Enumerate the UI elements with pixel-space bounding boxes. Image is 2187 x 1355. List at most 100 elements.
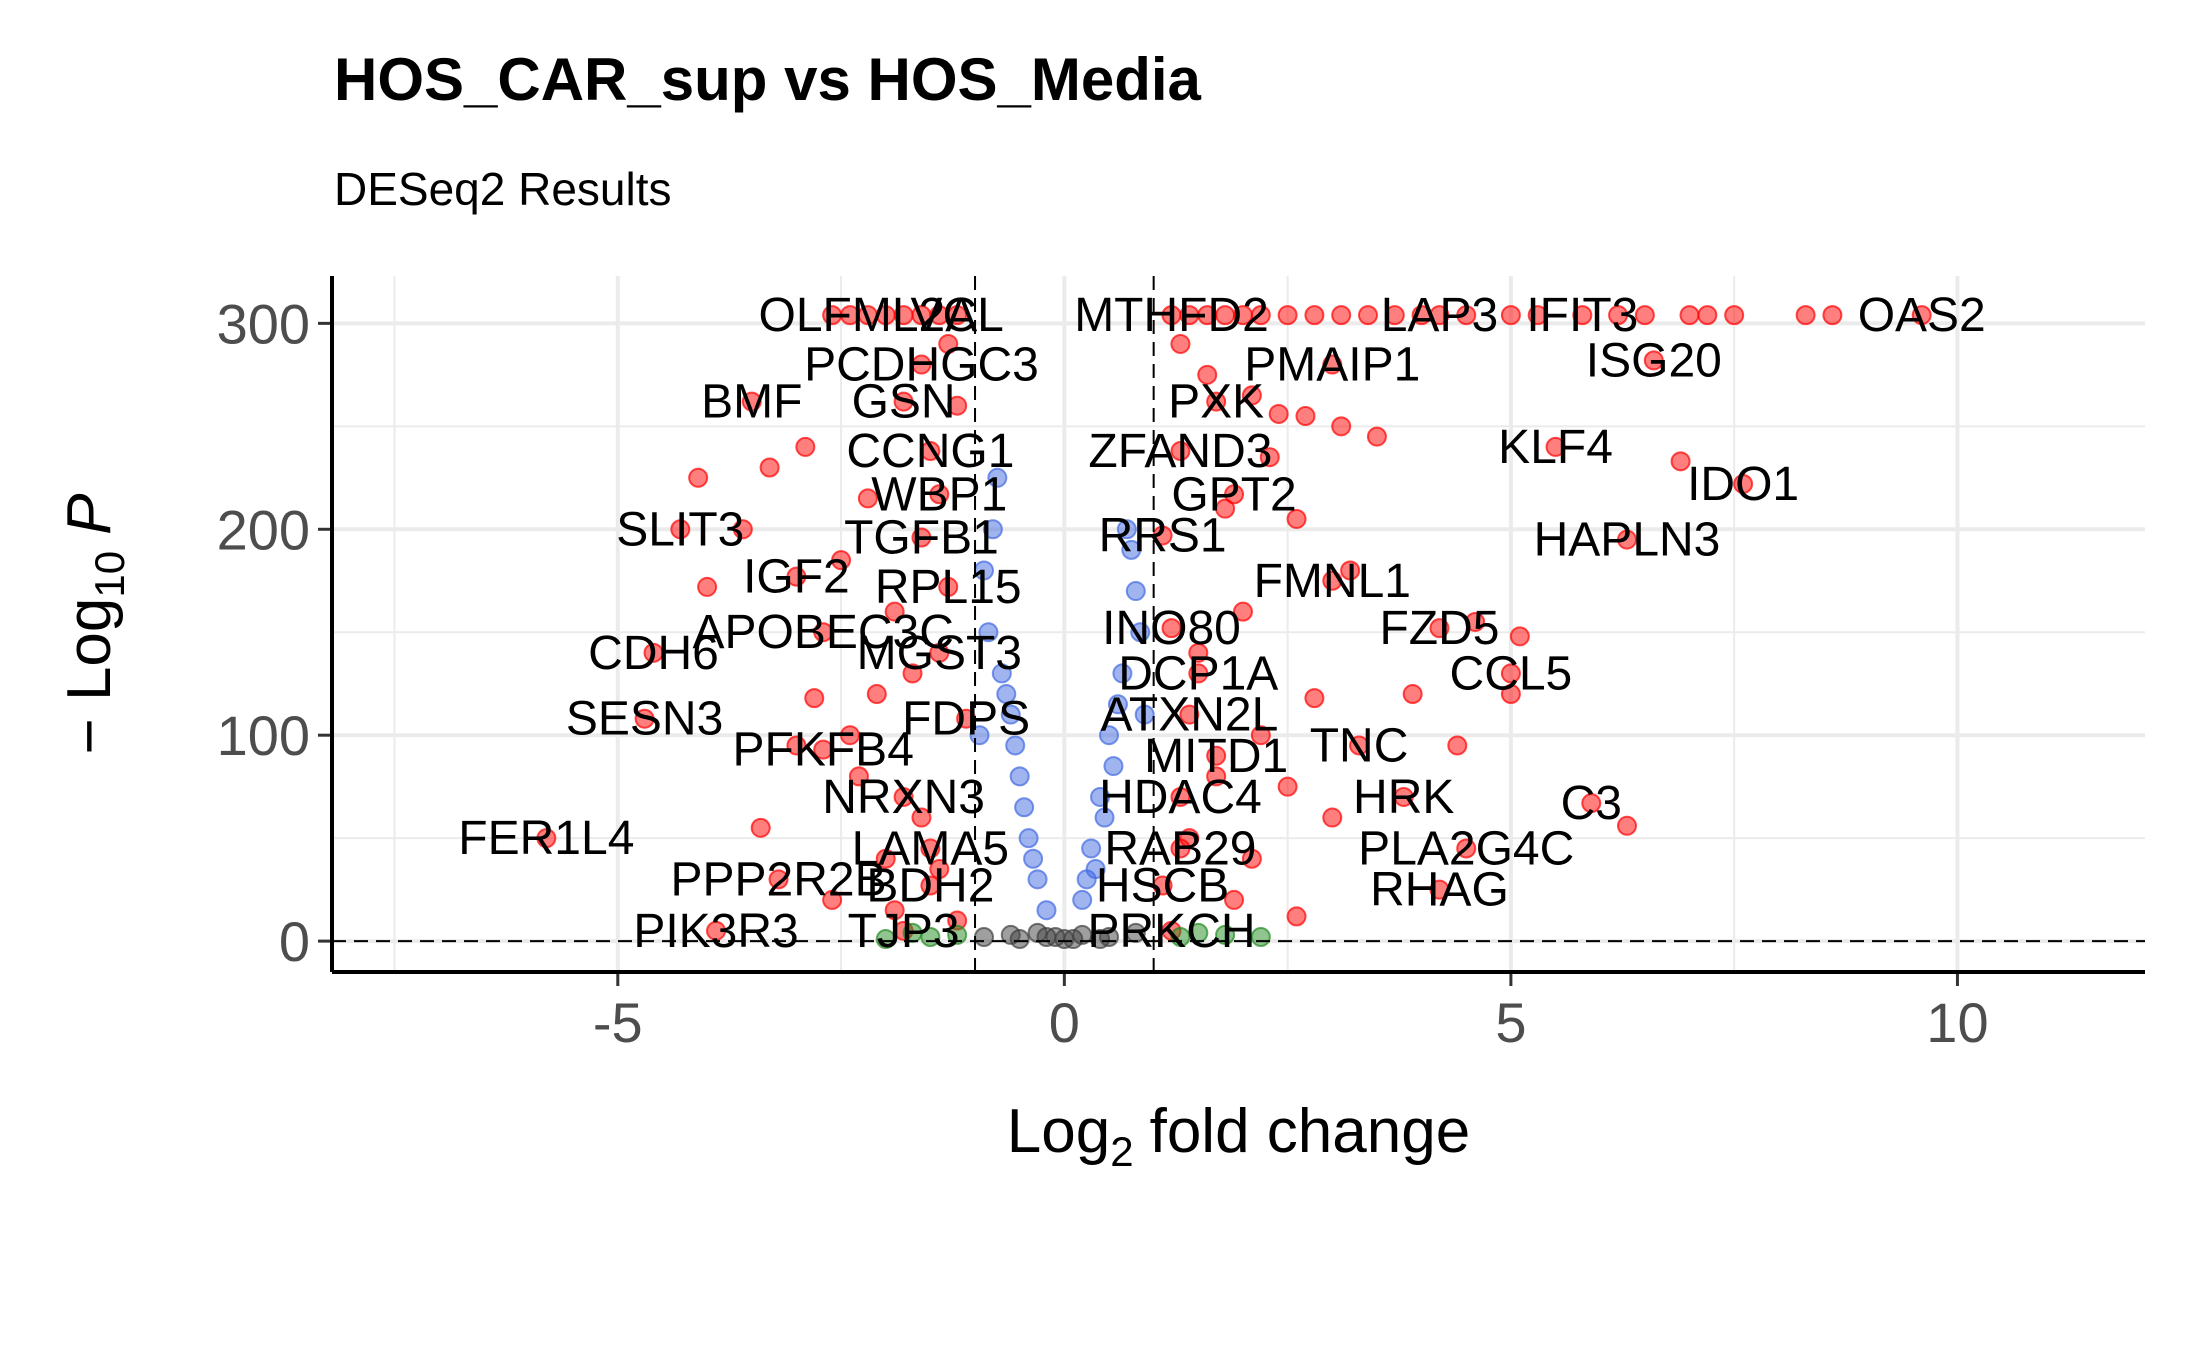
point xyxy=(1197,364,1218,385)
gene-label: FMNL1 xyxy=(1254,555,1411,608)
point xyxy=(1617,815,1637,836)
point xyxy=(947,395,968,416)
point xyxy=(1697,305,1718,326)
point xyxy=(911,807,932,828)
point xyxy=(1170,333,1191,354)
x-axis-title-part: fold change xyxy=(1150,1097,1471,1166)
point xyxy=(1036,900,1057,921)
point xyxy=(1724,305,1745,326)
point xyxy=(1170,786,1191,807)
point xyxy=(643,642,664,663)
gene-label: IFIT3 xyxy=(1526,289,1638,342)
y-tick-label: 0 xyxy=(279,910,310,973)
point xyxy=(1500,305,1521,326)
point xyxy=(866,684,887,705)
point xyxy=(1679,305,1700,326)
chart-subtitle: DESeq2 Results xyxy=(334,163,672,215)
point xyxy=(1643,350,1664,371)
point xyxy=(1268,403,1289,424)
point xyxy=(1107,694,1128,715)
point xyxy=(1170,441,1191,462)
x-tick-label: 10 xyxy=(1926,991,1988,1054)
point xyxy=(1224,484,1245,505)
x-tick-label: 5 xyxy=(1495,991,1526,1054)
point xyxy=(1072,889,1093,910)
point xyxy=(920,838,941,859)
gene-label: ZFAND3 xyxy=(1088,425,1272,478)
point xyxy=(750,817,771,838)
gene-label: FER1L4 xyxy=(458,812,634,865)
chart-title: HOS_CAR_sup vs HOS_Media xyxy=(334,46,1202,113)
point xyxy=(1456,305,1477,326)
gene-label: HRK xyxy=(1353,771,1454,824)
point xyxy=(1090,929,1111,950)
point xyxy=(1340,560,1361,581)
point xyxy=(1733,473,1754,494)
point xyxy=(840,725,860,746)
y-tick-label: 100 xyxy=(217,704,310,767)
y-axis-title: − Log10 P xyxy=(55,494,133,755)
point xyxy=(759,457,780,478)
gene-label: HAPLN3 xyxy=(1534,514,1721,567)
point xyxy=(1617,529,1637,550)
point xyxy=(1500,684,1521,705)
gene-label: VCL xyxy=(910,289,1003,342)
point xyxy=(973,926,994,947)
point xyxy=(1545,436,1566,457)
point xyxy=(938,576,959,597)
gene-label: MITD1 xyxy=(1144,730,1288,783)
point xyxy=(875,929,896,950)
point xyxy=(1384,305,1405,326)
gene-label: CCNG1 xyxy=(846,425,1014,478)
point xyxy=(1527,305,1548,326)
point xyxy=(1116,519,1137,540)
point xyxy=(1456,838,1477,859)
gene-label: RAB29 xyxy=(1104,822,1256,875)
point xyxy=(875,848,896,869)
point xyxy=(1572,305,1593,326)
point xyxy=(536,828,557,849)
point xyxy=(996,684,1017,705)
point xyxy=(1130,622,1151,643)
point xyxy=(822,889,843,910)
point xyxy=(1366,426,1387,447)
point xyxy=(1509,626,1530,647)
point xyxy=(786,566,807,587)
gene-label: TNC xyxy=(1310,719,1409,772)
point xyxy=(1393,786,1414,807)
point xyxy=(813,739,834,760)
gene-label: ATXN2L xyxy=(1100,689,1278,742)
point xyxy=(1188,642,1209,663)
point xyxy=(929,859,950,880)
point xyxy=(1215,924,1236,945)
gene-label: PXK xyxy=(1168,376,1264,429)
x-axis-title: Log2 fold change xyxy=(1007,1097,1470,1175)
point xyxy=(1103,756,1124,777)
point xyxy=(1447,735,1468,756)
gene-label: CDH6 xyxy=(588,627,719,680)
point xyxy=(1179,704,1200,725)
point xyxy=(929,305,950,326)
gene-label: LAMA5 xyxy=(852,822,1009,875)
point xyxy=(1286,508,1307,529)
point xyxy=(1634,305,1655,326)
point xyxy=(1500,663,1521,684)
point xyxy=(1259,447,1280,468)
gene-label: PPP2R2B xyxy=(670,853,886,906)
point xyxy=(1014,797,1035,818)
gene-label: BMF xyxy=(701,376,802,429)
point xyxy=(938,333,959,354)
gene-label: PFKFB4 xyxy=(733,724,914,777)
point xyxy=(902,663,923,684)
gene-label: PLA2G4C xyxy=(1358,822,1574,875)
point xyxy=(1277,776,1298,797)
point xyxy=(1304,305,1325,326)
point xyxy=(1094,807,1115,828)
point xyxy=(947,924,968,945)
gene-label: SLIT3 xyxy=(616,503,744,556)
point xyxy=(1009,929,1030,950)
gene-label: FDPS xyxy=(902,693,1030,746)
y-axis-title-var: P xyxy=(55,494,124,535)
gene-label: PRKCH xyxy=(1088,905,1256,958)
point xyxy=(1411,305,1432,326)
